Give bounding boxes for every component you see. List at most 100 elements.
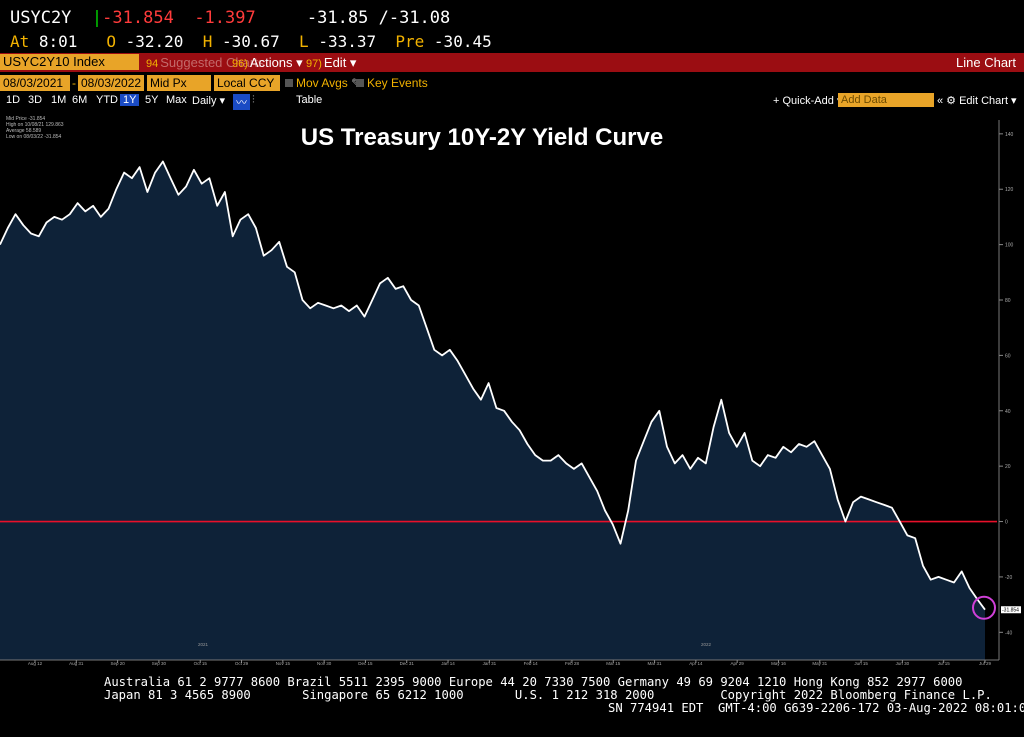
y-tick-label: 140 [1005,132,1014,138]
tf-3d[interactable]: 3D [28,94,43,106]
last-value-label: -31.854 [1002,608,1019,614]
high-value: -30.67 [221,32,280,51]
high-label: H [202,32,213,51]
x-tick-label: Nov 15 [276,661,291,666]
range-high: -31.08 [388,8,451,28]
x-tick-label: Oct 29 [235,661,249,666]
edit-chart-button[interactable]: « ⚙ Edit Chart ▾ [937,95,1017,107]
x-tick-label: May 16 [771,661,786,666]
y-tick-label: -20 [1005,575,1012,581]
x-tick-label: Apr 14 [689,661,703,666]
key-events-checkbox[interactable] [356,79,364,87]
last-point-circle [972,595,996,620]
x-tick-label: Mar 31 [648,661,663,666]
x-tick-label: Feb 28 [565,661,580,666]
mov-avgs-label: Mov Avgs [296,76,348,90]
year-label: 2021 [198,642,209,647]
range-separator: / [378,8,389,28]
footer-line-1: Australia 61 2 9777 8600 Brazil 5511 239… [104,675,963,689]
yield-curve-chart[interactable]: 140 120 100 80 60 40 20 0 -20 -40 -31.854 Aug 12 Aug… [0,112,1024,668]
security-field[interactable]: USYC2Y10 Index [0,54,139,70]
x-tick-label: Dec 31 [400,661,415,666]
price-field-select[interactable]: Mid Px [147,75,211,91]
bar-style-icon[interactable]: ⫶ [252,94,255,106]
tf-5y[interactable]: 5Y [145,94,159,106]
edit-label: Edit ▾ [323,55,357,70]
footer-line-2: Japan 81 3 4565 8900 Singapore 65 6212 1… [104,688,992,702]
chart-title: US Treasury 10Y-2Y Yield Curve [300,124,664,151]
tick-indicator: | [91,8,103,28]
tf-max[interactable]: Max [166,94,187,106]
series-line [0,160,986,611]
x-tick-label: Jun 30 [896,661,910,666]
tf-1d[interactable]: 1D [6,94,21,106]
actions-num: 96) [232,58,248,70]
y-tick-label: 20 [1005,464,1011,470]
x-tick-label: Apr 29 [731,661,745,666]
x-tick-label: May 31 [812,661,827,666]
tf-ytd[interactable]: YTD [96,94,118,106]
y-tick-label: 40 [1005,409,1011,415]
quote-line-2: At 8:01 O -32.20 H -30.67 L -33.37 Pre -… [10,32,492,52]
x-tick-label: Jan 31 [483,661,497,666]
x-tick-label: Oct 15 [194,661,208,666]
x-tick-label: Dec 15 [358,661,373,666]
ticker-symbol: USYC2Y [10,8,72,28]
actions-label: Actions ▾ [249,55,303,70]
quick-add-button[interactable]: + Quick-Add ▾ [773,95,843,107]
x-tick-label: Aug 31 [69,661,84,666]
x-tick-label: Sep 30 [152,661,167,666]
x-tick-label: Mar 15 [606,661,621,666]
suggested-num: 94 [146,58,159,70]
footer-line-3: SN 774941 EDT GMT-4:00 G639-2206-172 03-… [608,701,1024,715]
y-tick-label: 100 [1005,243,1014,249]
chart-type-label: Line Chart [956,55,1016,70]
low-label: L [299,32,309,51]
key-events-toggle[interactable]: Key Events [356,76,428,90]
net-change: -1.397 [194,8,256,28]
at-label: At [10,32,30,51]
at-time: 8:01 [38,32,78,51]
currency-select[interactable]: Local CCY [214,75,280,91]
suggested-charts-button[interactable]: 94 Suggested Charts [146,55,264,70]
chart-toolbar: USYC2Y10 Index 94 Suggested Charts 96) Act… [0,53,1024,72]
edit-menu[interactable]: 97) Edit ▾ [306,55,356,71]
table-button[interactable]: Table [296,94,323,106]
legend-high: High on 10/08/21 129.863 [6,122,64,128]
tf-1m[interactable]: 1M [51,94,67,106]
last-price: -31.854 [102,8,174,28]
x-tick-label: Nov 30 [317,661,332,666]
footer: Australia 61 2 9777 8600 Brazil 5511 239… [0,676,1024,736]
y-tick-label: 60 [1005,353,1011,359]
open-value: -32.20 [125,32,184,51]
quote-line-1: USYC2Y |-31.854 -1.397 -31.85 /-31.08 [10,8,450,30]
low-value: -33.37 [318,32,377,51]
x-tick-label: Feb 14 [524,661,539,666]
add-data-input[interactable]: Add Data [838,93,934,107]
tf-6m[interactable]: 6M [72,94,88,106]
chart-legend: Mid Price -31.854 High on 10/08/21 129.8… [6,116,64,140]
date-separator: - [72,76,76,90]
last-value-flag [1001,606,1021,614]
legend-average: Average 58.589 [6,128,42,134]
period-select[interactable]: Daily ▾ [192,95,226,107]
mov-avgs-checkbox[interactable] [285,79,293,87]
legend-low: Low on 08/03/22 -31.854 [6,134,62,140]
y-tick-label: 0 [1005,520,1008,526]
start-date-field[interactable]: 08/03/2021 [0,75,70,91]
legend-mid-price: Mid Price -31.854 [6,116,46,122]
suggested-label: Suggested Charts [160,55,265,70]
mov-avgs-toggle[interactable]: Mov Avgs ✎ [285,76,361,90]
edit-num: 97) [306,58,322,70]
x-tick-label: Aug 12 [28,661,43,666]
y-tick-label: 120 [1005,187,1014,193]
tf-1y[interactable]: 1Y [120,94,140,106]
key-events-label: Key Events [367,76,428,90]
end-date-field[interactable]: 08/03/2022 [78,75,144,91]
line-style-icon[interactable]: 〰 [233,94,250,110]
open-label: O [106,32,116,51]
range-low: -31.85 [306,8,369,28]
last-value: 31.854 [112,8,174,28]
actions-menu[interactable]: 96) Actions ▾ [232,55,303,71]
x-tick-label: Sep 20 [110,661,125,666]
